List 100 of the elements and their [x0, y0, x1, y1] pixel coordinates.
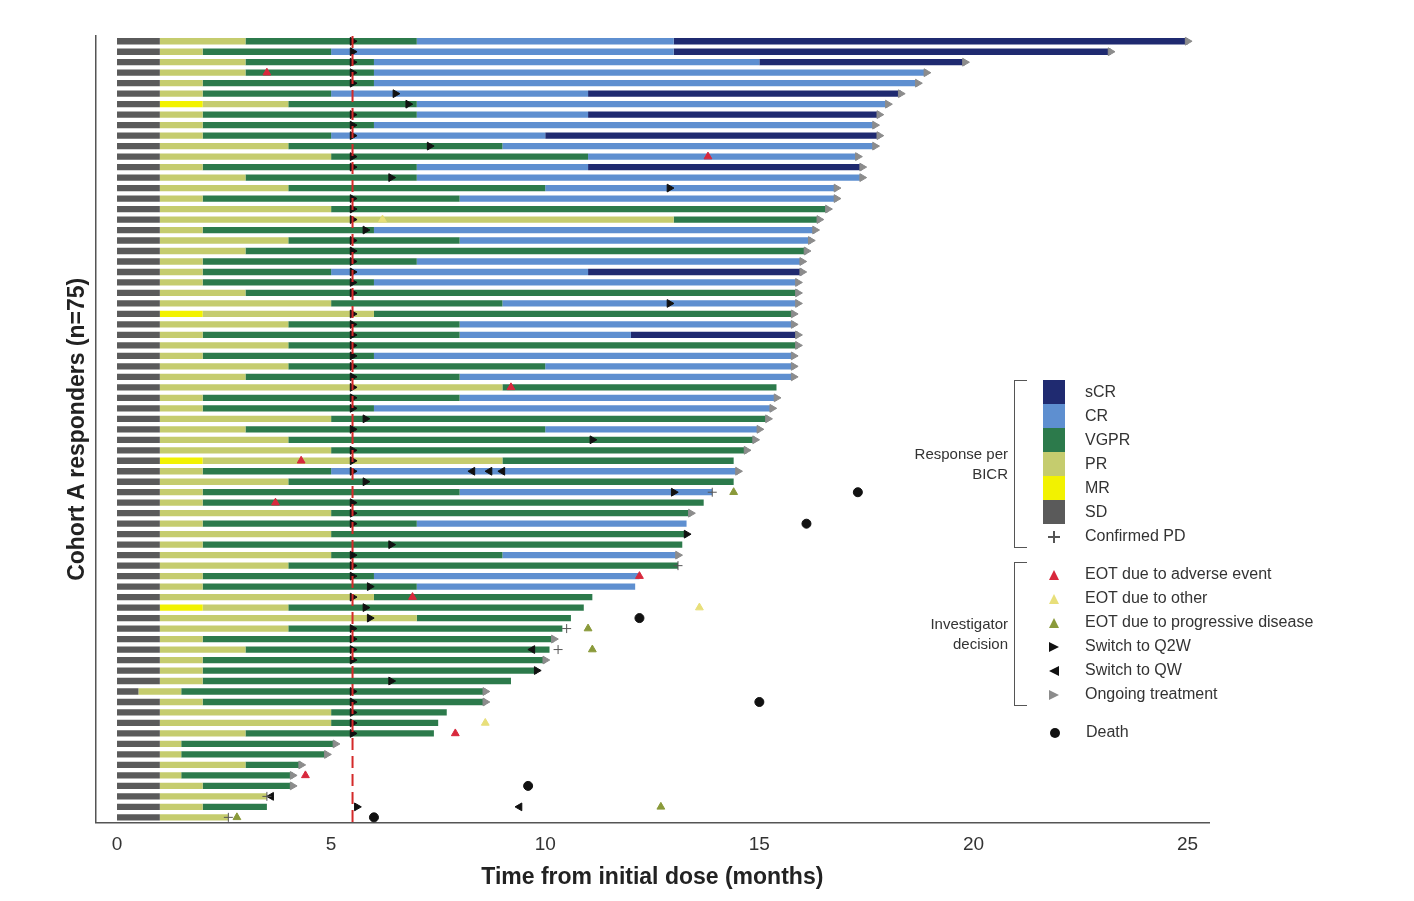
bar: [159, 499, 203, 506]
bar: [117, 730, 160, 737]
bar: [117, 415, 160, 422]
bar: [159, 709, 332, 716]
point: [769, 403, 778, 413]
bar: [288, 237, 460, 244]
bar: [202, 394, 460, 401]
point: [497, 466, 506, 476]
point: [656, 801, 666, 810]
bar: [245, 646, 550, 653]
point: [262, 67, 272, 76]
legend-label: PR: [1085, 455, 1108, 473]
bar: [673, 48, 1111, 55]
bar: [202, 782, 293, 790]
bar: [373, 59, 760, 66]
bar: [373, 80, 918, 87]
bar: [117, 289, 160, 297]
bar: [181, 751, 327, 758]
bar: [159, 520, 203, 527]
x-tick-label: 0: [111, 833, 123, 855]
bar: [331, 48, 674, 55]
legend-label: Switch to Q2W: [1085, 637, 1191, 655]
bar: [117, 258, 160, 265]
bar: [288, 142, 503, 150]
bar: [202, 604, 289, 611]
bar: [159, 247, 246, 255]
bar: [202, 677, 511, 685]
bar: [159, 531, 332, 538]
bar: [117, 38, 160, 45]
bar: [459, 373, 794, 381]
bar: [159, 646, 246, 653]
bar: [288, 478, 734, 485]
bar: [117, 310, 160, 318]
bar: [159, 80, 203, 87]
bar: [117, 803, 160, 811]
point: [551, 634, 559, 644]
bar: [117, 614, 160, 622]
bar: [159, 216, 674, 223]
bar: [117, 447, 160, 454]
bar: [117, 163, 160, 171]
legend-label: VGPR: [1085, 431, 1131, 449]
bar: [202, 541, 683, 548]
bar: [159, 205, 332, 213]
point: [756, 424, 765, 434]
bar: [117, 195, 160, 202]
bar: [159, 426, 246, 433]
bar: [545, 184, 837, 192]
bar: [202, 258, 417, 265]
bar: [502, 384, 777, 391]
bar: [117, 604, 160, 611]
point: [790, 372, 799, 382]
point: [876, 110, 885, 120]
bar: [159, 363, 289, 370]
bar: [202, 489, 460, 496]
bar: [159, 38, 246, 45]
bar: [159, 719, 332, 727]
point: [523, 780, 534, 791]
bar: [117, 237, 160, 244]
bar: [159, 814, 229, 821]
point: [542, 655, 551, 665]
bar: [117, 793, 160, 800]
bar: [288, 342, 798, 349]
bar: [159, 132, 203, 139]
bar: [459, 489, 713, 496]
point: [795, 330, 803, 340]
bar: [117, 688, 139, 695]
bar: [159, 468, 203, 475]
bar: [117, 709, 160, 716]
bar: [117, 457, 160, 464]
bar: [159, 321, 289, 328]
bar: [117, 698, 160, 706]
bar: [117, 226, 160, 234]
bar: [117, 520, 160, 527]
bar: [117, 740, 160, 748]
point: [688, 508, 696, 518]
bar: [159, 572, 203, 580]
bar: [502, 300, 798, 307]
bar: [202, 457, 503, 464]
bar: [117, 593, 160, 601]
bar: [159, 593, 374, 601]
x-tick-label: 10: [534, 833, 556, 855]
bar: [159, 803, 203, 811]
point: [795, 341, 803, 350]
x-tick-label: 15: [748, 833, 770, 855]
bar: [117, 363, 160, 370]
bar: [159, 552, 332, 559]
bar: [202, 572, 374, 580]
bar: [117, 205, 160, 213]
bar: [159, 268, 203, 276]
bar: [331, 90, 589, 97]
bar: [117, 122, 160, 129]
point: [527, 645, 536, 654]
point: [482, 687, 491, 696]
bar: [181, 772, 293, 779]
point: [514, 802, 523, 812]
bar: [117, 552, 160, 559]
point: [876, 131, 885, 141]
bar: [117, 174, 160, 181]
bar: [202, 48, 332, 55]
bar: [630, 331, 798, 339]
